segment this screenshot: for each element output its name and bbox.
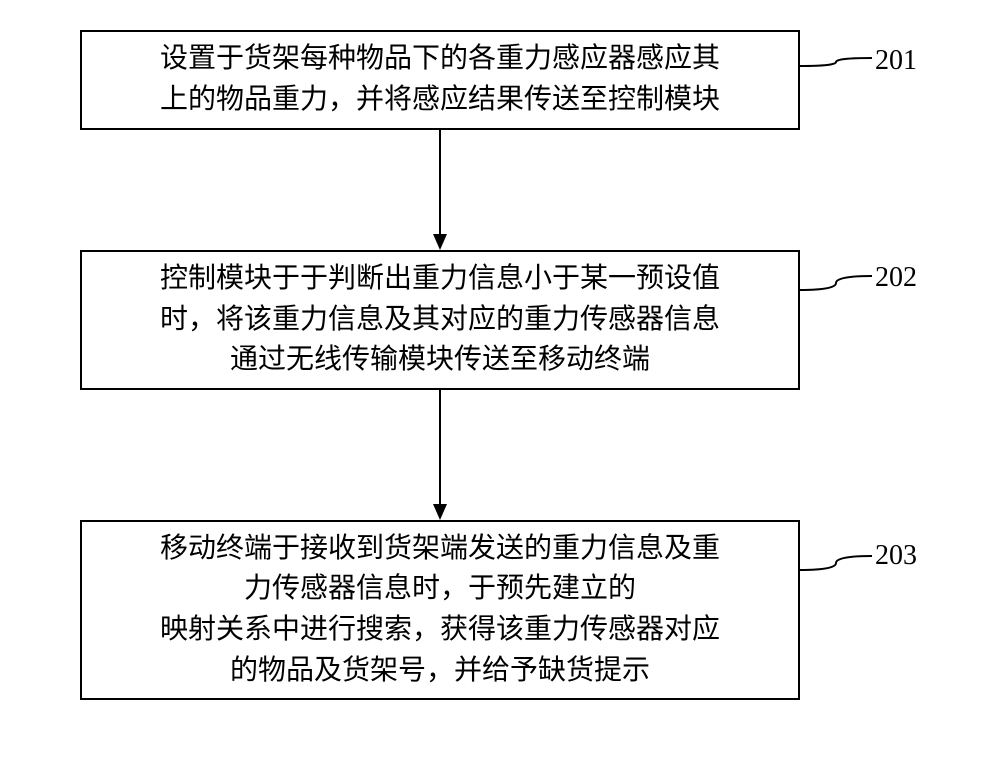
flow-node-1-label: 201	[875, 45, 917, 77]
flow-node-1-text: 设置于货架每种物品下的各重力感应器感应其 上的物品重力，并将感应结果传送至控制模…	[160, 39, 720, 120]
flow-node-2: 控制模块于于判断出重力信息小于某一预设值 时，将该重力信息及其对应的重力传感器信…	[80, 250, 800, 390]
flow-node-3: 移动终端于接收到货架端发送的重力信息及重 力传感器信息时，于预先建立的 映射关系…	[80, 520, 800, 700]
flow-node-3-label: 203	[875, 540, 917, 572]
flow-node-3-text: 移动终端于接收到货架端发送的重力信息及重 力传感器信息时，于预先建立的 映射关系…	[160, 529, 720, 691]
flow-node-2-text: 控制模块于于判断出重力信息小于某一预设值 时，将该重力信息及其对应的重力传感器信…	[160, 259, 720, 381]
flow-node-1: 设置于货架每种物品下的各重力感应器感应其 上的物品重力，并将感应结果传送至控制模…	[80, 30, 800, 130]
flowchart-canvas: 设置于货架每种物品下的各重力感应器感应其 上的物品重力，并将感应结果传送至控制模…	[0, 0, 1000, 758]
flow-node-2-label: 202	[875, 262, 917, 294]
